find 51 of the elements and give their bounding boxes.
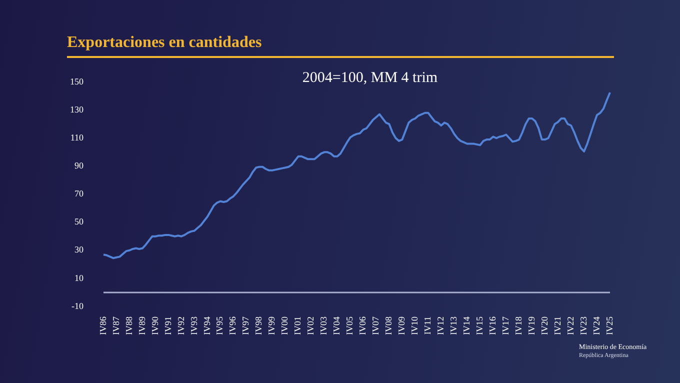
x-tick-label: IV06	[358, 316, 368, 336]
y-tick-label: 150	[70, 76, 84, 86]
x-tick-label: IV07	[370, 316, 381, 336]
x-tick-label: IV22	[565, 316, 576, 336]
y-tick-label: 30	[74, 244, 84, 255]
y-tick-label: 110	[70, 132, 84, 142]
x-tick-label: IV09	[396, 316, 407, 336]
y-tick-label: 50	[74, 216, 84, 227]
x-tick-label: IV99	[266, 316, 277, 336]
x-tick-label: IV20	[539, 316, 550, 336]
y-tick-label: 90	[74, 160, 84, 171]
x-tick-label: IV98	[254, 316, 264, 336]
y-tick-label: 10	[74, 272, 84, 283]
x-tick-label: IV24	[591, 316, 602, 336]
x-tick-label: IV11	[422, 316, 433, 335]
x-tick-label: IV18	[513, 316, 524, 336]
x-tick-label: IV91	[162, 316, 173, 336]
x-tick-label: IV00	[280, 316, 290, 336]
y-tick-label: 70	[74, 188, 84, 199]
x-tick-label: IV21	[552, 316, 562, 336]
y-tick-label: -10	[72, 300, 84, 311]
x-tick-label: IV05	[344, 316, 355, 336]
x-tick-label: IV87	[110, 316, 121, 336]
x-tick-label: IV89	[136, 316, 147, 336]
x-tick-label: IV97	[240, 316, 251, 336]
x-tick-label: IV04	[332, 316, 342, 336]
x-tick-label: IV15	[474, 316, 484, 336]
chart-title: Exportaciones en cantidades	[67, 34, 262, 52]
x-tick-label: IV08	[384, 316, 394, 336]
x-tick-label: IV94	[202, 316, 212, 336]
x-tick-label: IV23	[578, 316, 588, 336]
x-tick-label: IV86	[98, 316, 108, 336]
x-tick-label: IV01	[292, 316, 303, 336]
x-tick-label: IV13	[448, 316, 459, 336]
x-tick-label: IV03	[318, 316, 329, 336]
x-tick-label: IV92	[176, 316, 186, 336]
x-tick-label: IV90	[150, 316, 160, 336]
x-tick-label: IV19	[526, 316, 536, 336]
x-tick-label: IV25	[604, 316, 614, 336]
x-tick-label: IV14	[462, 316, 472, 336]
x-tick-label: IV16	[487, 316, 498, 336]
x-tick-label: IV17	[500, 316, 510, 336]
x-tick-label: IV95	[214, 316, 225, 336]
x-tick-label: IV10	[410, 316, 420, 336]
x-tick-label: IV12	[436, 316, 446, 336]
x-tick-label: IV93	[188, 316, 199, 336]
x-tick-label: IV02	[306, 316, 316, 336]
chart-subtitle: 2004=100, MM 4 trim	[301, 70, 439, 87]
x-tick-label: IV96	[228, 316, 238, 336]
y-tick-label: 130	[70, 104, 84, 114]
x-tick-label: IV88	[124, 316, 134, 336]
